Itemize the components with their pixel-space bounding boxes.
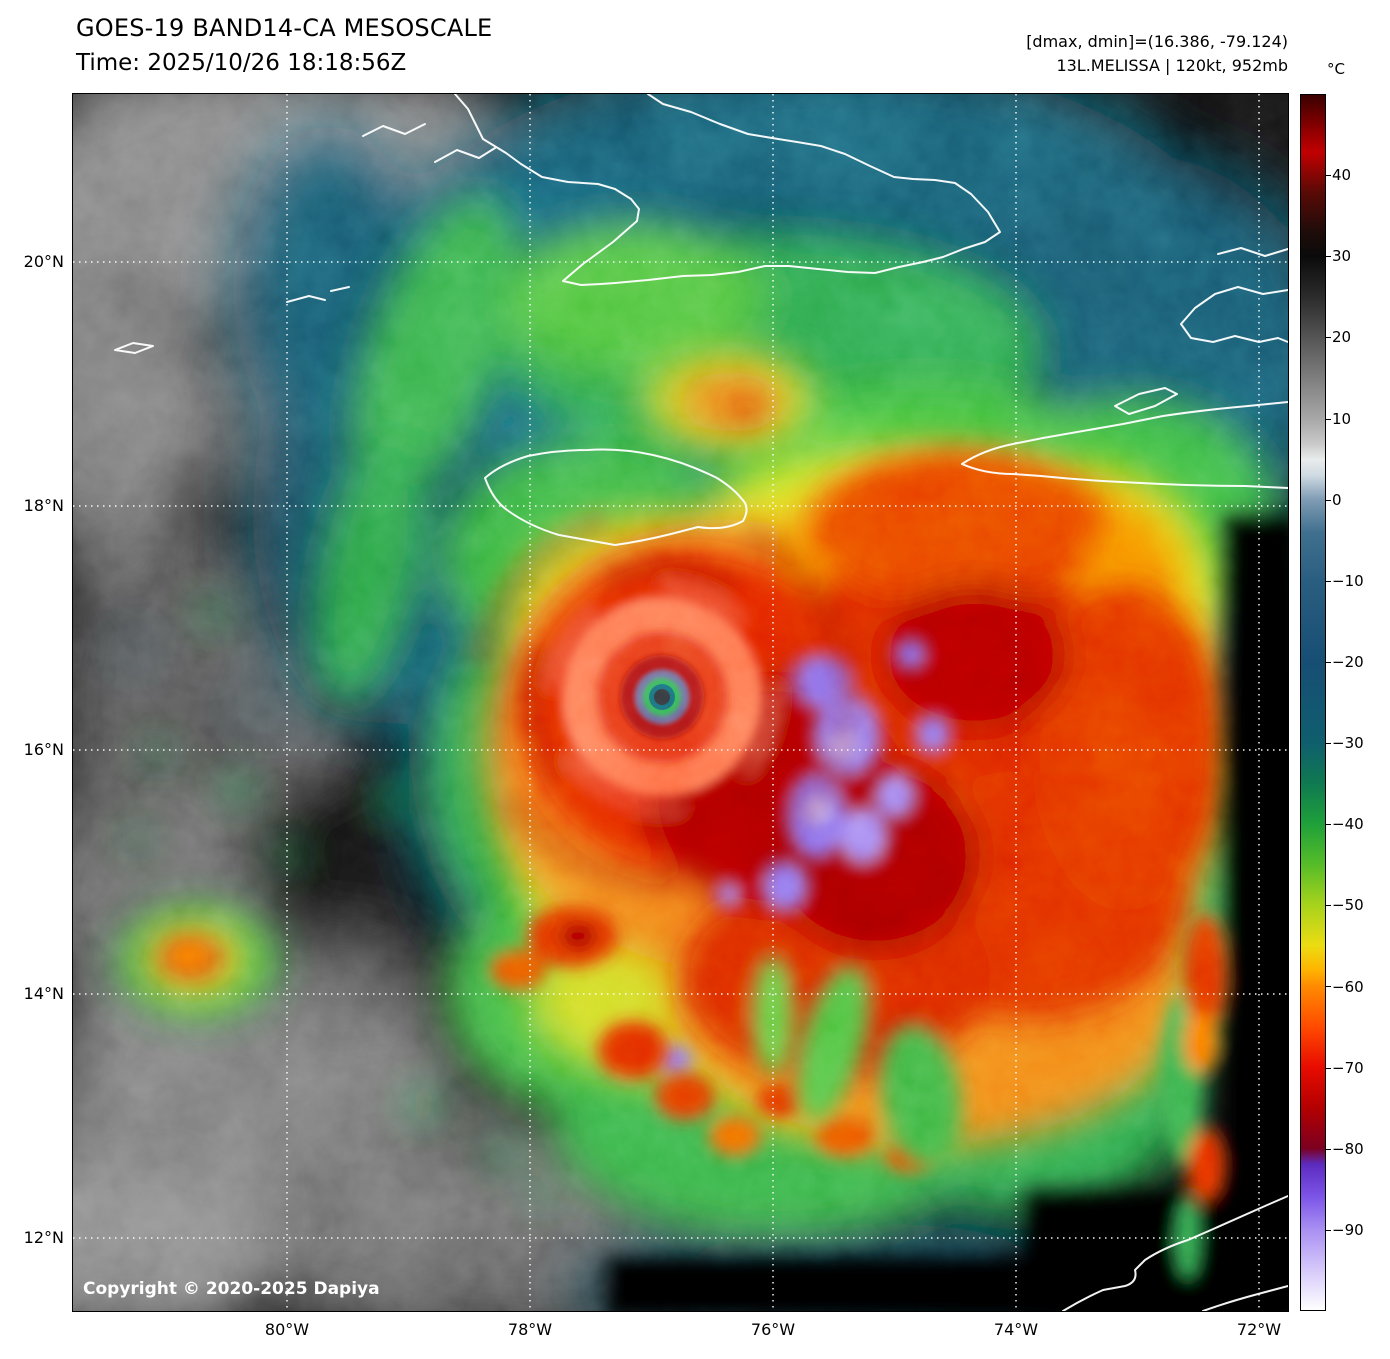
colorbar-tickmark xyxy=(1326,743,1331,744)
colorbar-tick: −70 xyxy=(1332,1059,1364,1077)
colorbar-tickmark xyxy=(1326,419,1331,420)
lat-label: 12°N xyxy=(23,1228,64,1247)
header-readouts: [dmax, dmin]=(16.386, -79.124) 13L.MELIS… xyxy=(1026,30,1288,78)
colorbar-tick: 0 xyxy=(1332,491,1342,509)
colorbar-tickmark xyxy=(1326,905,1331,906)
satellite-map: Copyright © 2020-2025 Dapiya xyxy=(72,93,1289,1312)
coastline-jamaica xyxy=(484,448,748,546)
colorbar-tickmark xyxy=(1326,581,1331,582)
colorbar-tick: −60 xyxy=(1332,978,1364,996)
colorbar-tickmark xyxy=(1326,662,1331,663)
colorbar-tickmark xyxy=(1326,1068,1331,1069)
lon-label: 78°W xyxy=(507,1320,553,1339)
colorbar-tick: 20 xyxy=(1332,328,1352,346)
colorbar-tickmark xyxy=(1326,500,1331,501)
colorbar-tickmark xyxy=(1326,986,1331,987)
colorbar-tickmark xyxy=(1326,337,1331,338)
colorbar-tickmark xyxy=(1326,256,1331,257)
coastline-hispaniola xyxy=(961,401,1288,465)
lon-label: 72°W xyxy=(1236,1320,1282,1339)
colorbar-tick: 10 xyxy=(1332,410,1352,428)
timestamp: Time: 2025/10/26 18:18:56Z xyxy=(76,50,407,76)
cloud-texture-fine xyxy=(73,94,1288,1311)
satellite-imagery xyxy=(73,94,1288,1311)
colorbar-tick: −30 xyxy=(1332,734,1364,752)
copyright-watermark: Copyright © 2020-2025 Dapiya xyxy=(83,1279,380,1299)
colorbar-tick: −10 xyxy=(1332,572,1364,590)
lat-label: 14°N xyxy=(23,984,64,1003)
lat-label: 20°N xyxy=(23,252,64,271)
figure-title: GOES-19 BAND14-CA MESOSCALE xyxy=(76,14,493,42)
colorbar-tickmark xyxy=(1326,175,1331,176)
colorbar-tick: −50 xyxy=(1332,896,1364,914)
gridlines xyxy=(73,94,1288,1311)
colorbar-tick: −80 xyxy=(1332,1140,1364,1158)
colorbar xyxy=(1300,94,1326,1311)
colorbar-tickmark xyxy=(1326,824,1331,825)
lat-label: 16°N xyxy=(23,740,64,759)
colorbar-tickmark xyxy=(1326,1230,1331,1231)
lat-label: 18°N xyxy=(23,496,64,515)
coastline-guajira xyxy=(1062,1195,1288,1311)
lon-label: 76°W xyxy=(750,1320,796,1339)
lon-label: 80°W xyxy=(264,1320,310,1339)
metrics-readout: [dmax, dmin]=(16.386, -79.124) xyxy=(1026,32,1288,51)
colorbar-unit: °C xyxy=(1327,60,1345,78)
storm-readout: 13L.MELISSA | 120kt, 952mb xyxy=(1056,56,1288,75)
colorbar-tick: 40 xyxy=(1332,166,1352,184)
colorbar-tick: −90 xyxy=(1332,1221,1364,1239)
colorbar-tick: −40 xyxy=(1332,815,1364,833)
lon-label: 74°W xyxy=(993,1320,1039,1339)
coastline-cuba xyxy=(454,94,1001,286)
colorbar-tickmark xyxy=(1326,1149,1331,1150)
colorbar-tick: −20 xyxy=(1332,653,1364,671)
coastlines xyxy=(114,94,1288,1311)
colorbar-tick: 30 xyxy=(1332,247,1352,265)
